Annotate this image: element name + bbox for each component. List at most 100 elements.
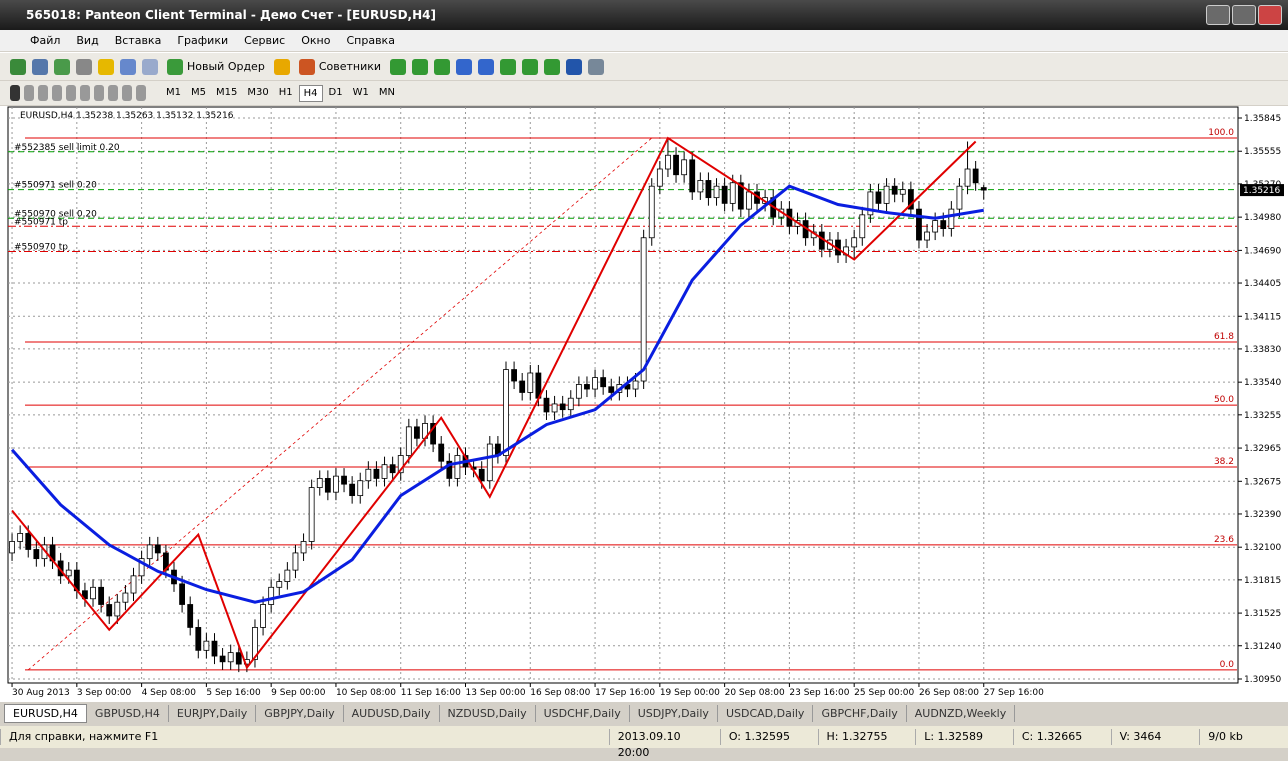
arrow-tool[interactable] — [136, 85, 146, 101]
menu-item[interactable]: Вставка — [114, 34, 162, 47]
tool-icon[interactable] — [434, 58, 451, 75]
timeframes: M1 M5 M15 M30 H1 H4 D1 W1 MN — [162, 84, 399, 102]
maximize-button[interactable] — [1232, 5, 1256, 25]
chart-tab[interactable]: USDCHF,Daily — [536, 704, 630, 722]
timeframe-button[interactable]: M30 — [247, 86, 269, 98]
chart-tab[interactable]: AUDUSD,Daily — [344, 704, 440, 722]
tool-icon[interactable] — [456, 58, 473, 75]
close-button[interactable] — [1258, 5, 1282, 25]
tool-icon[interactable] — [478, 58, 495, 75]
fib-baseline — [27, 137, 653, 671]
x-tick-label: 30 Aug 2013 — [12, 688, 70, 698]
candle-body — [438, 443, 445, 462]
line-tool[interactable] — [52, 85, 62, 101]
timeframe-button[interactable]: M15 — [216, 86, 238, 98]
chart-tab[interactable]: USDCAD,Daily — [718, 704, 814, 722]
candle-body — [681, 159, 688, 176]
y-tick-label: 1.32965 — [1244, 444, 1281, 454]
timeframe-button[interactable]: M5 — [191, 86, 206, 98]
candle-body — [9, 541, 15, 554]
chart-tab[interactable]: EURJPY,Daily — [169, 704, 257, 722]
tool-icon[interactable] — [142, 58, 158, 75]
candle-body — [90, 586, 96, 600]
candle-body — [276, 581, 283, 588]
menu-item[interactable]: Окно — [301, 34, 331, 47]
timeframe-button[interactable]: MN — [378, 86, 395, 98]
order-label: #550971 tp — [14, 217, 68, 227]
x-tick-label: 16 Sep 08:00 — [530, 688, 590, 698]
candle-body — [357, 480, 364, 497]
tool-icon[interactable] — [54, 58, 70, 75]
status-field: H: 1.32755 — [817, 729, 916, 745]
chart-tab[interactable]: GBPJPY,Daily — [256, 704, 344, 722]
text-tool[interactable] — [108, 85, 118, 101]
x-tick-label: 17 Sep 16:00 — [595, 688, 655, 698]
menu-item[interactable]: Справка — [346, 34, 395, 47]
y-tick-label: 1.33540 — [1244, 378, 1281, 388]
candle-body — [648, 185, 655, 239]
chart-tab[interactable]: EURUSD,H4 — [4, 703, 87, 723]
new-order-button[interactable]: Новый Ордер — [164, 58, 268, 75]
tool-icon[interactable] — [412, 58, 429, 75]
timeframe-button[interactable]: W1 — [352, 86, 369, 98]
chart-tab[interactable]: NZDUSD,Daily — [440, 704, 536, 722]
menu-item[interactable]: Вид — [76, 34, 99, 47]
chart-tab[interactable]: GBPCHF,Daily — [813, 704, 907, 722]
timeframe-button[interactable]: H4 — [298, 84, 323, 102]
candle-body — [543, 397, 550, 413]
fib-tool[interactable] — [94, 85, 104, 101]
candle-body — [187, 604, 194, 628]
tool-icon[interactable] — [500, 58, 517, 75]
timeframe-button[interactable]: M1 — [166, 86, 181, 98]
tool-icon[interactable] — [390, 58, 407, 75]
cursor-tool[interactable] — [10, 85, 20, 101]
x-tick-label: 5 Sep 16:00 — [206, 688, 261, 698]
candle-body — [924, 231, 930, 241]
candle-body — [179, 583, 185, 605]
x-tick-label: 20 Sep 08:00 — [725, 688, 785, 698]
candle-body — [527, 372, 534, 393]
candle-body — [114, 601, 121, 617]
candle-body — [980, 187, 987, 191]
menu-item[interactable]: Файл — [30, 34, 61, 47]
candle-body — [219, 655, 226, 663]
x-tick-label: 10 Sep 08:00 — [336, 688, 396, 698]
tool-icon[interactable] — [76, 58, 92, 75]
chart-tab[interactable]: GBPUSD,H4 — [87, 704, 169, 722]
button-label: Советники — [318, 60, 382, 73]
menu-item[interactable]: Сервис — [244, 34, 286, 47]
experts-button[interactable]: Советники — [296, 58, 384, 75]
tool-icon[interactable] — [544, 58, 561, 75]
tool-icon[interactable] — [273, 58, 290, 75]
tool-icon[interactable] — [120, 58, 136, 75]
fib-tool[interactable] — [80, 85, 90, 101]
line-tool[interactable] — [38, 85, 48, 101]
candle-body — [260, 604, 266, 628]
tool-icon[interactable] — [522, 58, 539, 75]
candle-body — [203, 640, 210, 651]
candle-body — [729, 182, 736, 204]
chart-tab[interactable]: USDJPY,Daily — [630, 704, 718, 722]
crosshair-tool[interactable] — [24, 85, 34, 101]
candle-body — [195, 627, 202, 651]
candle-body — [875, 191, 882, 204]
status-field: L: 1.32589 — [915, 729, 1013, 745]
candle-body — [454, 455, 461, 479]
tool-icon[interactable] — [588, 58, 605, 75]
line-tool[interactable] — [66, 85, 76, 101]
tool-icon[interactable] — [566, 58, 583, 75]
candle-body — [98, 586, 105, 605]
timeframe-button[interactable]: D1 — [328, 86, 343, 98]
order-label: #550971 sell 0.20 — [14, 181, 97, 191]
status-field: C: 1.32665 — [1012, 729, 1111, 745]
tool-icon[interactable] — [98, 58, 114, 75]
minimize-button[interactable] — [1206, 5, 1230, 25]
menu-item[interactable]: Графики — [177, 34, 229, 47]
candle-body — [705, 180, 712, 199]
chart-tab[interactable]: AUDNZD,Weekly — [907, 704, 1016, 722]
timeframe-button[interactable]: H1 — [278, 86, 293, 98]
label-tool[interactable] — [122, 85, 132, 101]
tool-icon[interactable] — [10, 58, 26, 75]
tool-icon[interactable] — [32, 58, 48, 75]
